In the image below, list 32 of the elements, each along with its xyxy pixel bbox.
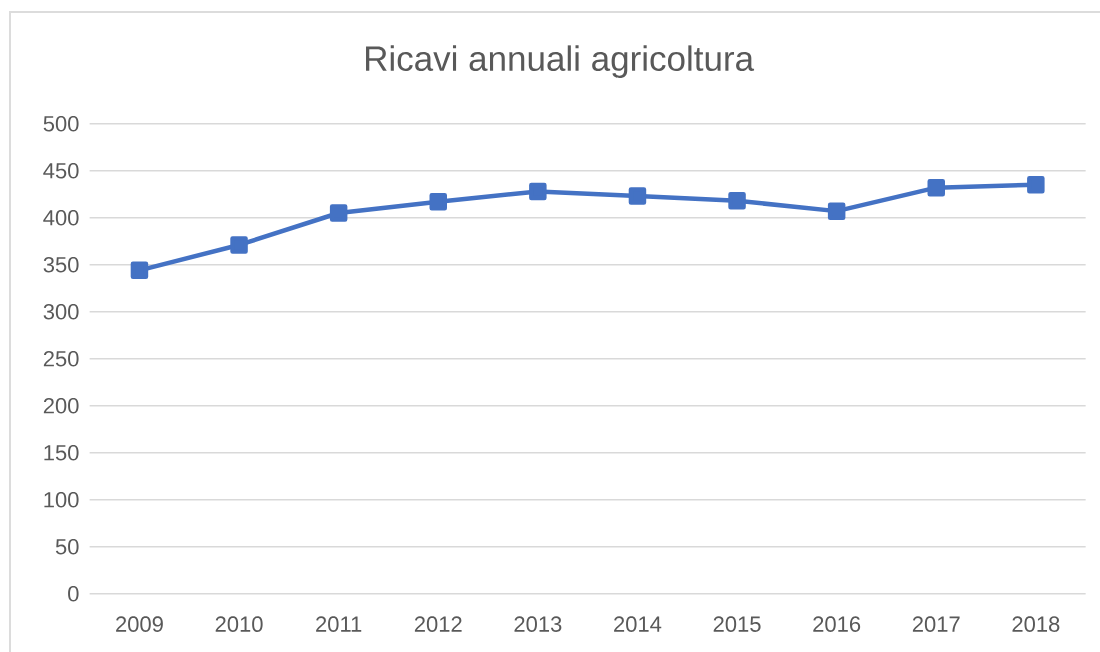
- y-tick-label: 500: [43, 115, 79, 132]
- y-tick-label: 250: [43, 350, 79, 367]
- point: [130, 261, 149, 280]
- x-tick-label: 2012: [414, 616, 462, 632]
- x-tick-label: 2014: [614, 616, 662, 632]
- point: [1027, 176, 1045, 194]
- x-tick-label: 2015: [713, 616, 761, 632]
- y-tick-label: 200: [43, 397, 79, 414]
- x-tick-label: 2018: [1012, 616, 1060, 632]
- y-tick-label: 400: [43, 209, 79, 226]
- point: [927, 178, 945, 197]
- x-tick-label: 2011: [316, 616, 362, 632]
- point: [628, 187, 647, 205]
- point: [728, 192, 746, 210]
- x-tick-label: 2010: [215, 616, 263, 632]
- y-tick-label: 50: [55, 538, 79, 555]
- y-tick-label: 350: [43, 256, 79, 273]
- point: [230, 236, 248, 254]
- point: [827, 202, 846, 220]
- x-tick-label: 2013: [514, 616, 562, 632]
- point: [429, 192, 447, 211]
- point: [329, 204, 348, 222]
- x-tick-label: 2016: [813, 616, 861, 632]
- y-tick-label: 300: [43, 303, 79, 320]
- y-tick-label: 450: [43, 162, 79, 179]
- chart-title: Ricavi annuali agricoltura: [366, 45, 755, 78]
- y-tick-label: 100: [44, 491, 79, 508]
- y-tick-label: 0: [68, 585, 79, 602]
- y-tick-label: 150: [44, 444, 79, 461]
- x-tick-label: 2009: [116, 616, 163, 632]
- x-tick-label: 2017: [912, 616, 960, 632]
- point: [529, 182, 547, 201]
